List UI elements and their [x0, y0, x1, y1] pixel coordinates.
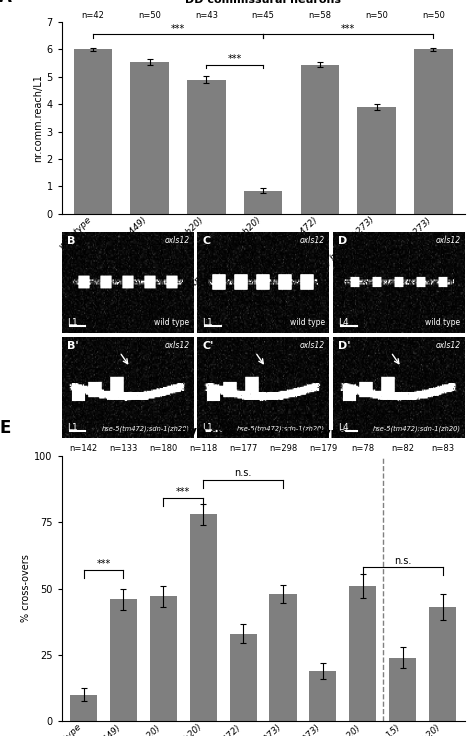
Bar — [301, 65, 339, 214]
Text: L1: L1 — [202, 423, 213, 432]
Text: C: C — [202, 236, 210, 246]
Text: E: E — [0, 419, 10, 436]
Text: n=45: n=45 — [252, 11, 274, 20]
Bar — [190, 514, 217, 721]
Text: ***: *** — [176, 487, 191, 497]
Text: oxIs12: oxIs12 — [164, 341, 189, 350]
Text: n=78: n=78 — [351, 444, 374, 453]
Text: n=298: n=298 — [269, 444, 297, 453]
Text: n.s.: n.s. — [394, 556, 411, 566]
Bar — [70, 695, 97, 721]
Text: ***: *** — [171, 24, 185, 34]
Text: n.s.: n.s. — [235, 468, 252, 478]
Bar — [150, 596, 177, 721]
Text: ***: *** — [341, 24, 356, 34]
Text: oxIs12: oxIs12 — [164, 236, 189, 244]
Title: DD commissural neurons: DD commissural neurons — [185, 0, 341, 4]
Text: oxIs12: oxIs12 — [300, 236, 325, 244]
X-axis label: genotype: genotype — [240, 311, 286, 320]
Text: wild type: wild type — [154, 318, 189, 327]
Bar — [310, 670, 337, 721]
Bar — [244, 191, 283, 214]
Bar — [229, 634, 257, 721]
Text: wild type: wild type — [426, 318, 461, 327]
Text: oxIs12: oxIs12 — [436, 236, 461, 244]
Text: L1: L1 — [67, 318, 78, 327]
Text: L1: L1 — [67, 423, 78, 432]
Bar — [357, 107, 396, 214]
Text: n=50: n=50 — [422, 11, 445, 20]
Text: n=180: n=180 — [149, 444, 177, 453]
Text: oxIs12: oxIs12 — [300, 341, 325, 350]
Text: n=50: n=50 — [138, 11, 161, 20]
Bar — [389, 657, 416, 721]
Bar — [414, 49, 453, 214]
Text: B': B' — [67, 341, 79, 351]
Text: hse-5(tm472);sdn-1(zh20): hse-5(tm472);sdn-1(zh20) — [101, 425, 189, 432]
Title: PVQ cross-over phenotype: PVQ cross-over phenotype — [180, 428, 346, 439]
Text: A: A — [0, 0, 12, 6]
Bar — [110, 599, 137, 721]
Text: L4: L4 — [338, 318, 349, 327]
Text: n=43: n=43 — [195, 11, 218, 20]
Text: n=42: n=42 — [82, 11, 104, 20]
Text: n=82: n=82 — [391, 444, 414, 453]
Text: hse-5(tm472);sdn-1(zh20): hse-5(tm472);sdn-1(zh20) — [237, 425, 325, 432]
Text: L4: L4 — [338, 423, 349, 432]
Bar — [187, 79, 226, 214]
Text: B: B — [67, 236, 75, 246]
Bar — [269, 594, 297, 721]
Text: hse-5(tm472);sdn-1(zh20): hse-5(tm472);sdn-1(zh20) — [373, 425, 461, 432]
Text: D: D — [338, 236, 347, 246]
Text: n=83: n=83 — [431, 444, 454, 453]
Text: n=177: n=177 — [229, 444, 257, 453]
Y-axis label: % cross-overs: % cross-overs — [21, 555, 31, 623]
Bar — [73, 49, 112, 214]
Text: n=179: n=179 — [309, 444, 337, 453]
Text: n=142: n=142 — [70, 444, 98, 453]
Text: n=58: n=58 — [308, 11, 331, 20]
Text: ***: *** — [96, 559, 110, 569]
Text: L1: L1 — [202, 318, 213, 327]
Text: D': D' — [338, 341, 351, 351]
Text: n=50: n=50 — [365, 11, 388, 20]
Y-axis label: nr.comm.reach/L1: nr.comm.reach/L1 — [34, 74, 44, 162]
Bar — [429, 607, 456, 721]
Text: wild type: wild type — [290, 318, 325, 327]
Text: oxIs12: oxIs12 — [436, 341, 461, 350]
Bar — [349, 586, 376, 721]
Bar — [130, 62, 169, 214]
Text: ***: *** — [228, 54, 242, 64]
Text: C': C' — [202, 341, 214, 351]
Text: n=133: n=133 — [109, 444, 137, 453]
Text: n=118: n=118 — [189, 444, 218, 453]
